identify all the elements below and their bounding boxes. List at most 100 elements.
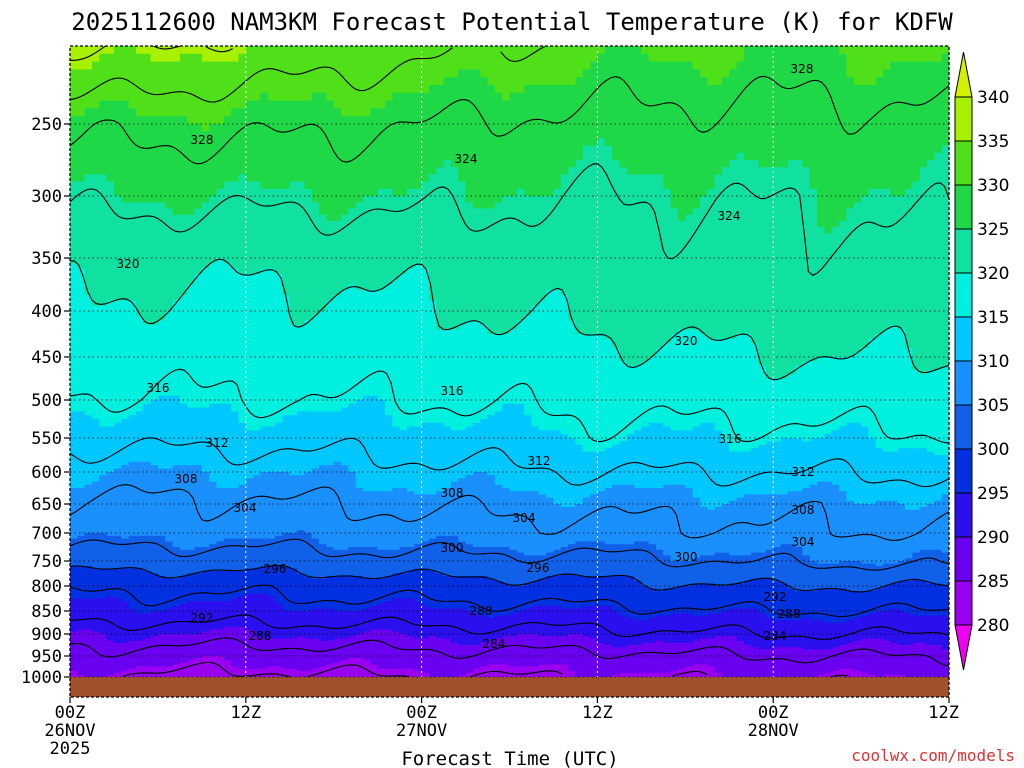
theta-cell: [377, 491, 386, 551]
theta-cell: [91, 419, 100, 483]
theta-cell: [238, 46, 247, 55]
theta-cell: [494, 615, 503, 639]
theta-cell: [311, 468, 320, 540]
theta-cell: [729, 69, 738, 161]
theta-cell: [670, 642, 679, 672]
x-tick-label: 12Z: [230, 703, 261, 723]
theta-cell: [656, 640, 664, 674]
theta-cell: [494, 334, 503, 412]
theta-cell: [370, 547, 379, 580]
theta-cell: [304, 188, 313, 321]
theta-cell: [399, 46, 408, 94]
theta-cell: [143, 461, 152, 537]
theta-cell: [758, 365, 767, 446]
theta-cell: [817, 46, 826, 228]
theta-cell: [326, 576, 335, 610]
theta-cell: [121, 202, 130, 301]
theta-cell: [897, 504, 906, 562]
theta-cell: [304, 100, 313, 190]
theta-cell: [575, 334, 584, 446]
theta-cell: [304, 533, 313, 577]
theta-cell: [677, 586, 686, 614]
theta-cell: [707, 85, 716, 190]
contour-line-288: [70, 637, 949, 667]
theta-cell: [560, 636, 569, 665]
theta-cell: [194, 658, 203, 678]
theta-cell: [919, 448, 928, 508]
theta-cell: [919, 167, 928, 375]
theta-cell: [77, 69, 86, 117]
contour-line-312: [70, 437, 949, 488]
theta-cell: [267, 100, 276, 190]
theta-cell: [297, 636, 305, 672]
theta-cell: [692, 69, 701, 210]
theta-cell: [509, 636, 518, 668]
theta-cell: [714, 430, 723, 508]
x-tick-label: 00Z: [758, 703, 789, 723]
theta-cell: [194, 465, 203, 548]
theta-cell: [502, 46, 511, 102]
theta-cell: [890, 46, 899, 63]
theta-cell: [568, 573, 577, 610]
theta-cell: [553, 289, 562, 431]
theta-cell: [406, 188, 415, 270]
theta-cell: [121, 300, 130, 420]
theta-cell: [663, 188, 672, 344]
theta-cell: [421, 541, 430, 570]
theta-cell: [106, 535, 115, 570]
theta-cell: [714, 46, 723, 86]
theta-cell: [604, 145, 613, 340]
theta-cell: [846, 642, 855, 670]
theta-cell: [128, 568, 137, 610]
theta-cell: [626, 484, 635, 545]
theta-cell: [641, 488, 650, 542]
theta-cell: [758, 167, 767, 367]
colorbar-swatch: [955, 229, 972, 274]
theta-cell: [157, 202, 166, 321]
colorbar-label: 305: [977, 396, 1009, 416]
theta-cell: [223, 488, 232, 540]
theta-cell: [392, 196, 401, 280]
contour-label: 316: [441, 384, 464, 398]
contour-label: 304: [792, 535, 815, 549]
theta-cell: [509, 329, 518, 405]
contour-line-304: [70, 538, 949, 571]
theta-cell: [370, 578, 379, 607]
theta-cell: [172, 46, 181, 63]
theta-cell: [677, 61, 686, 222]
theta-cell: [677, 46, 686, 63]
theta-cell: [802, 167, 811, 362]
theta-cell: [634, 620, 642, 646]
theta-cell: [201, 202, 210, 270]
theta-cell: [421, 268, 430, 424]
theta-cell: [641, 46, 650, 55]
theta-cell: [883, 188, 891, 330]
theta-cell: [861, 615, 870, 639]
theta-cell: [311, 578, 320, 610]
y-tick-label: 600: [31, 463, 62, 483]
theta-cell: [384, 491, 393, 551]
theta-cell: [670, 61, 679, 209]
theta-cell: [275, 100, 284, 190]
theta-cell: [282, 638, 291, 670]
theta-cell: [707, 338, 716, 424]
theta-cell: [941, 46, 949, 55]
theta-cell: [480, 642, 489, 668]
theta-cell: [831, 430, 840, 486]
theta-cell: [150, 666, 159, 678]
theta-cell: [648, 588, 657, 619]
theta-cell: [194, 407, 203, 466]
theta-cell: [333, 220, 342, 296]
theta-cell: [773, 647, 782, 678]
theta-cell: [641, 426, 650, 489]
theta-cell: [656, 46, 664, 63]
theta-cell: [612, 611, 620, 648]
theta-cell: [736, 608, 745, 642]
theta-cell: [289, 638, 298, 670]
theta-cell: [406, 268, 415, 428]
theta-cell: [377, 289, 386, 401]
theta-cell: [612, 444, 620, 486]
theta-cell: [494, 202, 503, 335]
theta-cell: [780, 378, 789, 439]
theta-cell: [817, 438, 826, 483]
